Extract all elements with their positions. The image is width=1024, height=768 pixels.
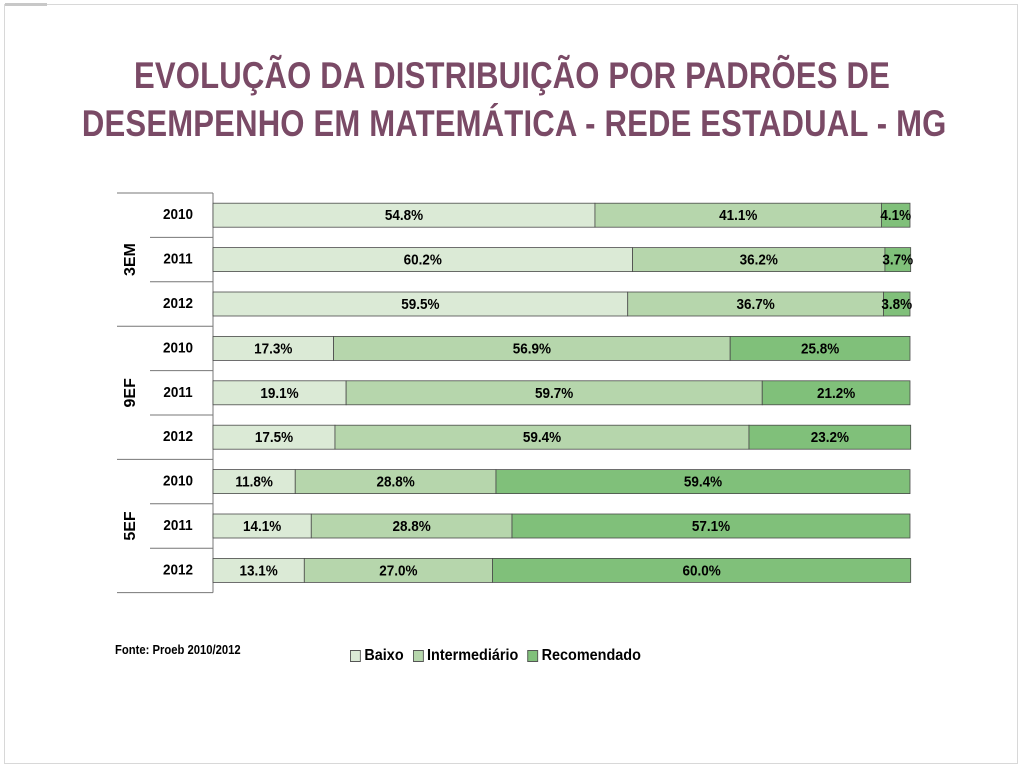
bar-recomendado: [748, 424, 912, 450]
category-label: 2012: [163, 295, 193, 312]
bar-baixo: [212, 558, 305, 583]
legend-swatch-baixo: [350, 650, 361, 662]
legend-swatch-intermediario: [412, 650, 424, 662]
bar-recomendado: [492, 558, 912, 583]
data-label-recomendado: 3.7%: [882, 252, 913, 269]
legend-label-intermediario: Intermediário: [427, 647, 519, 664]
bar-recomendado: [881, 202, 911, 228]
bar-recomendado: [729, 335, 911, 361]
category-label: 2011: [163, 251, 192, 268]
data-label-baixo: 11.8%: [235, 474, 273, 491]
category-label: 2010: [163, 340, 193, 357]
category-label: 2012: [163, 562, 193, 579]
data-label-intermediario: 59.7%: [535, 385, 574, 402]
data-label-recomendado: 4.1%: [880, 208, 911, 225]
data-label-intermediario: 56.9%: [513, 341, 552, 358]
legend: Baixo Intermediário Recomendado: [350, 646, 641, 666]
bar-intermediario: [345, 380, 763, 406]
data-label-baixo: 19.1%: [260, 385, 299, 402]
category-label: 2011: [163, 517, 192, 534]
legend-swatch-recomendado: [527, 650, 539, 662]
data-label-baixo: 60.2%: [404, 252, 443, 269]
corner-mark: [5, 3, 47, 6]
bar-intermediario: [294, 469, 497, 495]
legend-item-recomendado: Recomendado: [527, 647, 641, 665]
data-label-intermediario: 28.8%: [393, 518, 432, 535]
bar-intermediario: [627, 291, 884, 317]
chart-title: EVOLUÇÃO DA DISTRIBUIÇÃO POR PADRÕES DE …: [81, 52, 947, 148]
group-label-3em: 3EM: [122, 243, 139, 276]
data-label-recomendado: 21.2%: [817, 385, 856, 402]
data-label-baixo: 17.5%: [255, 430, 294, 447]
bar-baixo: [212, 424, 336, 450]
bar-baixo: [212, 513, 312, 539]
chart-title-line-2: DESEMPENHO EM MATEMÁTICA - REDE ESTADUAL…: [81, 103, 947, 144]
bar-intermediario: [310, 513, 513, 539]
bar-recomendado: [884, 247, 912, 273]
data-label-recomendado: 57.1%: [692, 518, 731, 535]
data-label-baixo: 59.5%: [401, 296, 440, 313]
data-label-baixo: 13.1%: [240, 563, 279, 580]
data-label-recomendado: 23.2%: [811, 430, 850, 447]
group-label-5ef: 5EF: [122, 511, 139, 541]
bar-baixo: [212, 469, 296, 495]
bar-baixo: [212, 291, 629, 317]
data-label-intermediario: 59.4%: [523, 430, 562, 447]
bar-baixo: [212, 247, 633, 273]
bar-intermediario: [632, 247, 886, 273]
data-label-recomendado: 60.0%: [682, 563, 721, 580]
data-label-intermediario: 27.0%: [379, 563, 418, 580]
bar-baixo: [212, 335, 334, 361]
bar-recomendado: [511, 513, 911, 539]
category-label: 2010: [163, 473, 193, 490]
data-label-baixo: 54.8%: [385, 208, 424, 225]
data-label-intermediario: 28.8%: [377, 474, 416, 491]
group-label-9ef: 9EF: [122, 378, 139, 408]
legend-item-intermediario: Intermediário: [412, 647, 519, 665]
bar-intermediario: [333, 335, 731, 361]
bar-recomendado: [883, 291, 911, 317]
bar-intermediario: [594, 202, 882, 228]
legend-label-baixo: Baixo: [364, 647, 404, 664]
category-label: 2012: [163, 429, 193, 446]
bar-intermediario: [334, 424, 750, 450]
data-label-recomendado: 59.4%: [684, 474, 723, 491]
bar-intermediario: [303, 558, 493, 583]
legend-item-baixo: Baixo: [350, 647, 404, 665]
source-note: Fonte: Proeb 2010/2012: [115, 643, 241, 657]
data-label-baixo: 17.3%: [254, 341, 293, 358]
category-label: 2011: [163, 384, 192, 401]
bar-recomendado: [761, 380, 911, 406]
legend-label-recomendado: Recomendado: [541, 647, 641, 664]
data-label-recomendado: 25.8%: [801, 341, 840, 358]
data-label-intermediario: 41.1%: [719, 208, 758, 225]
chart-title-line-1: EVOLUÇÃO DA DISTRIBUIÇÃO POR PADRÕES DE: [134, 55, 890, 96]
bar-baixo: [212, 380, 347, 406]
slide-frame: [4, 4, 1018, 764]
category-label: 2010: [163, 207, 193, 224]
bar-recomendado: [495, 469, 911, 495]
data-label-baixo: 14.1%: [243, 518, 282, 535]
data-label-recomendado: 3.8%: [881, 296, 912, 313]
data-label-intermediario: 36.2%: [740, 252, 779, 269]
data-label-intermediario: 36.7%: [737, 296, 776, 313]
